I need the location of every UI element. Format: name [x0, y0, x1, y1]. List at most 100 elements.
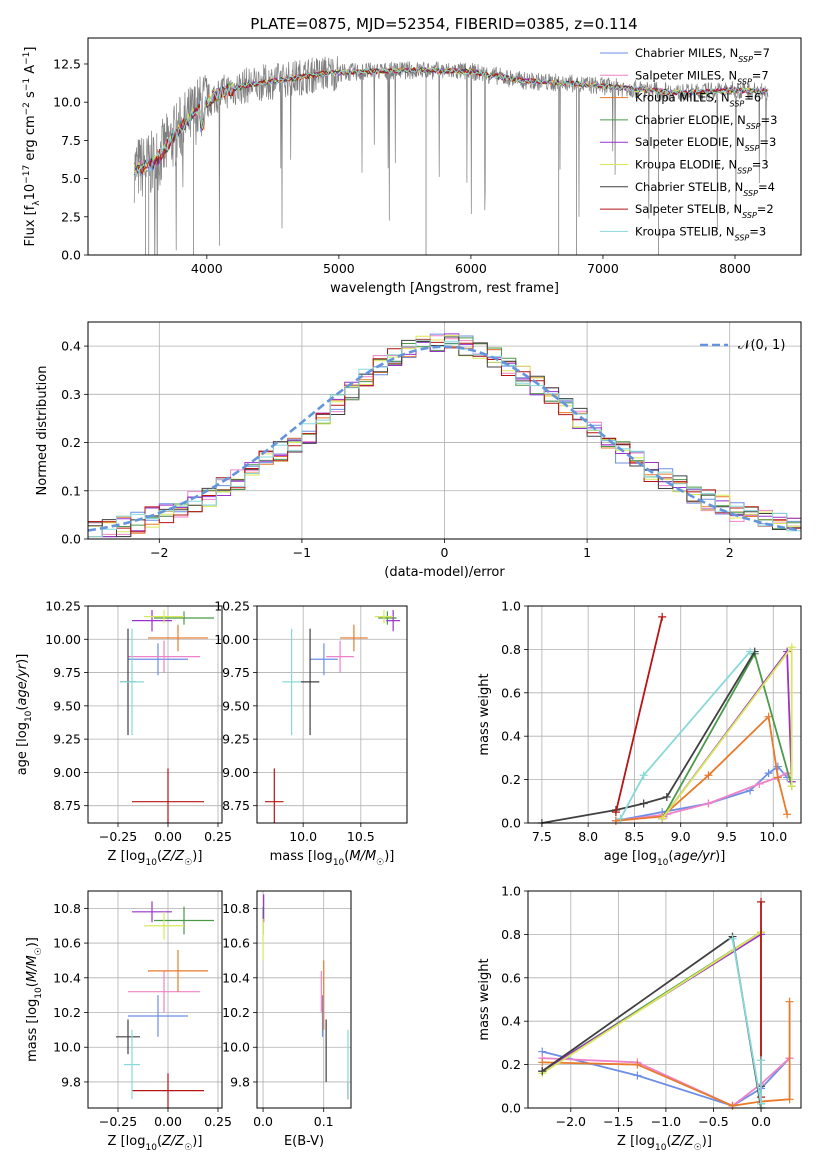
errorbar-point-8 [282, 628, 301, 736]
y-tick-label: 9.00 [222, 765, 250, 780]
errorbar-point-7 [132, 1073, 204, 1108]
y-tick-label: 10.0 [222, 1040, 250, 1055]
x-tick-label: 0.1 [314, 1114, 334, 1129]
axes-frame [256, 890, 352, 1109]
x-tick-label: 6000 [455, 261, 487, 276]
x-tick-label: −1.0 [651, 1114, 681, 1129]
errorbar-point-0 [310, 643, 338, 676]
weight-series-1 [615, 772, 788, 822]
x-tick-label: −1 [293, 545, 311, 560]
axes-frame [256, 605, 408, 824]
x-tick-label: −0.25 [99, 829, 137, 844]
y-tick-label: 0.0 [61, 248, 81, 263]
y-tick-label: 0.2 [501, 772, 521, 787]
x-tick-label: 9.5 [717, 829, 737, 844]
x-axis-label: Z [log10(Z/Z☉)] [108, 849, 203, 868]
x-axis-label: age [log10(age/yr)] [604, 849, 726, 868]
weight-marker [658, 814, 667, 823]
y-axis-label: Normed distribution [35, 366, 50, 496]
y-tick-label: 12.5 [53, 56, 81, 71]
errorbar-point-5 [144, 609, 184, 624]
legend-entry: Salpeter MILES, NSSP=7 [635, 68, 769, 86]
x-tick-label: 7000 [587, 261, 619, 276]
weight-marker [662, 792, 671, 801]
y-tick-label: 7.5 [61, 133, 81, 148]
y-tick-label: 0.4 [501, 729, 521, 744]
weight-marker [746, 647, 755, 656]
y-tick-label: 10.0 [53, 95, 81, 110]
x-tick-label: −2 [150, 545, 168, 560]
legend-entry: Salpeter ELODIE, NSSP=3 [635, 135, 776, 153]
x-tick-label: 0 [441, 545, 449, 560]
y-tick-label: 0.8 [501, 927, 521, 942]
y-tick-label: 9.25 [222, 732, 250, 747]
weight-series-5 [541, 930, 762, 1104]
errorbar-point-0 [128, 643, 188, 676]
y-axis-label: mass [log10(M/M☉)] [25, 937, 44, 1062]
x-tick-label: −1.5 [603, 1114, 633, 1129]
errorbar-point-3 [154, 906, 214, 935]
x-axis-label: wavelength [Angstrom, rest frame] [330, 281, 559, 296]
weight-marker [785, 997, 794, 1006]
y-tick-label: 0.2 [61, 435, 81, 450]
weight-marker [787, 643, 796, 652]
x-tick-label: −0.5 [698, 1114, 728, 1129]
errorbar-point-5 [374, 609, 394, 624]
y-tick-label: 0.2 [501, 1057, 521, 1072]
errorbar-point-4 [132, 609, 172, 632]
weight-marker [633, 1071, 642, 1080]
x-tick-label: 5000 [323, 261, 355, 276]
x-tick-label: 0.0 [253, 1114, 273, 1129]
y-axis-label: mass weight [477, 673, 492, 755]
y-axis-label: age [log10(age/yr)] [15, 654, 34, 776]
x-tick-label: 9.0 [671, 829, 691, 844]
y-tick-label: 10.4 [53, 970, 81, 985]
y-tick-label: 2.5 [61, 209, 81, 224]
errorbar-point-7 [265, 768, 284, 823]
errorbar-point-1 [128, 970, 200, 1013]
y-tick-label: 9.8 [230, 1074, 250, 1089]
y-tick-label: 9.50 [53, 698, 81, 713]
y-tick-label: 0.6 [501, 970, 521, 985]
weight-marker [639, 799, 648, 808]
weight-marker [728, 934, 737, 943]
legend-entry: Salpeter STELIB, NSSP=2 [635, 202, 774, 220]
weight-marker [658, 612, 667, 621]
axes-frame [87, 605, 223, 824]
y-tick-label: 0.0 [501, 1101, 521, 1116]
y-tick-label: 9.75 [222, 665, 250, 680]
errorbar-point-1 [128, 640, 200, 673]
weight-series-3 [541, 930, 762, 1104]
y-tick-label: 0.3 [61, 387, 81, 402]
weight-marker [757, 1056, 766, 1065]
weight-marker [611, 816, 620, 825]
y-tick-label: 9.8 [61, 1074, 81, 1089]
x-tick-label: −0.25 [99, 1114, 137, 1129]
x-axis-label: E(B-V) [284, 1134, 324, 1149]
y-tick-label: 10.00 [45, 632, 81, 647]
legend-entry: Kroupa STELIB, NSSP=3 [635, 224, 766, 242]
panel-spectrum: 4000 5000 6000 7000 8000 0.0 2.5 5.0 7.5 10.0 12.5… [22, 37, 802, 296]
y-tick-label: 0.4 [501, 1014, 521, 1029]
x-tick-label: 4000 [191, 261, 223, 276]
x-tick-label: 2 [726, 545, 734, 560]
weight-marker [616, 814, 625, 823]
weight-marker [764, 712, 773, 721]
x-axis-label: Z [log10(Z/Z☉)] [108, 1134, 203, 1153]
y-tick-label: 8.75 [53, 798, 81, 813]
weight-marker [773, 762, 782, 771]
weight-series-6 [541, 935, 762, 1109]
errorbar-point-2 [340, 624, 368, 652]
x-tick-label: 0.25 [204, 1114, 232, 1129]
weight-marker [773, 773, 782, 782]
panel-age-vs-mass: 10.0 10.5 8.75 9.00 9.25 9.50 9.75 10.00 10.25 ma… [214, 599, 408, 868]
legend-entry: Chabrier STELIB, NSSP=4 [635, 180, 775, 198]
weight-marker [538, 1067, 547, 1076]
weight-marker [755, 779, 764, 788]
axes-frame [87, 37, 802, 256]
x-tick-label: 8.0 [578, 829, 598, 844]
y-tick-label: 9.75 [53, 665, 81, 680]
axes-frame [527, 605, 802, 824]
normal-legend-label: 𝒩(0, 1) [738, 338, 785, 353]
weight-marker [704, 799, 713, 808]
